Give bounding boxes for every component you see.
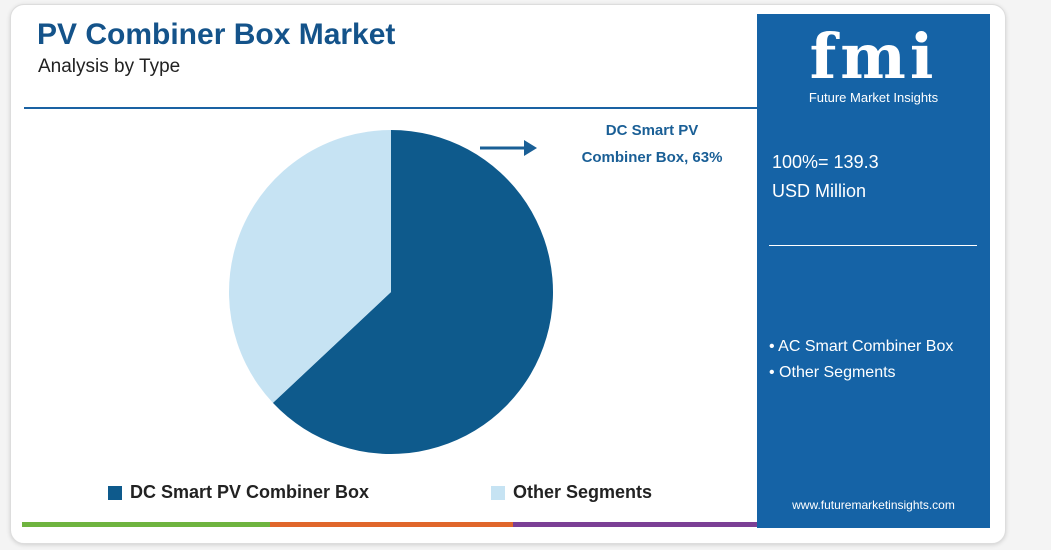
logo: fmi — [809, 20, 938, 93]
divider — [24, 107, 757, 109]
legend-item: DC Smart PV Combiner Box — [108, 482, 369, 503]
accent-bar — [270, 522, 513, 527]
bullet: • Other Segments — [769, 364, 896, 381]
chart-title: PV Combiner Box Market — [37, 18, 396, 51]
pie-slice — [272, 130, 554, 455]
bullet-text: Other Segments — [779, 364, 896, 381]
brand: Future Market Insights — [808, 90, 939, 105]
arrow-head — [524, 140, 537, 156]
total-label: 100%= 139.3 USD Million — [772, 152, 879, 201]
bullet: • AC Smart Combiner Box — [769, 338, 954, 355]
chart-subtitle: Analysis by Type — [38, 56, 181, 77]
side-panel: fmi Future Market Insights 100%= 139.3 U… — [757, 14, 990, 528]
legend-label: DC Smart PV Combiner Box — [130, 482, 370, 502]
accent-bar — [22, 522, 270, 527]
bullet-text: AC Smart Combiner Box — [778, 338, 954, 355]
data-label: DC Smart PV Combiner Box, 63% — [581, 122, 723, 166]
legend-item: Other Segments — [491, 482, 652, 503]
legend-swatch — [491, 485, 505, 500]
legend-label: Other Segments — [513, 482, 653, 502]
legend-swatch — [108, 485, 122, 500]
bullet-list: • AC Smart Combiner Box • Other Segments — [769, 334, 969, 386]
website: www.futuremarketinsights.com — [792, 498, 955, 512]
pie-slice — [228, 130, 391, 403]
accent-bar — [513, 522, 757, 527]
chart — [228, 130, 554, 455]
divider — [769, 245, 977, 246]
